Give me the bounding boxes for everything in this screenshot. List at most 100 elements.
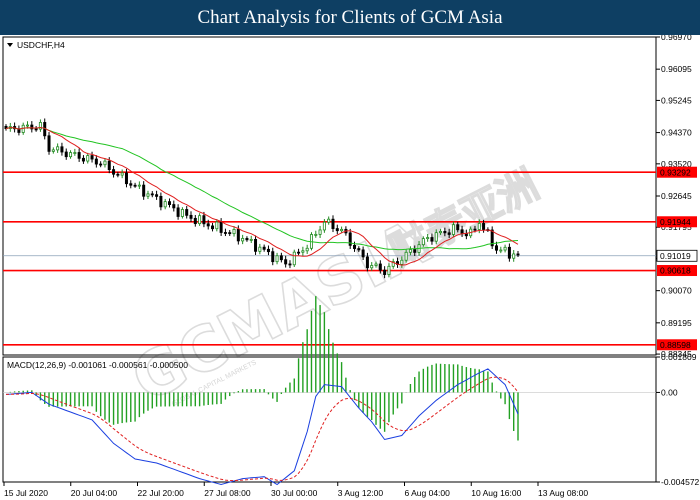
candle-body [357,248,361,251]
candle-body [477,223,481,230]
candle-body [47,135,51,152]
candle-body [327,218,331,223]
candle-body [211,225,215,230]
price-tick-label: 0.90070 [661,286,692,296]
candle-body [142,184,146,197]
price-tick-label: 0.96970 [661,35,692,42]
candle-body [206,223,210,227]
candle-body [215,221,219,230]
candle-body [413,249,417,253]
candle-body [301,250,305,253]
candle-body [288,263,292,266]
candle-body [275,255,279,263]
candle-body [150,193,154,196]
candle-body [107,160,111,171]
candle-body [426,237,430,240]
price-tick-label: 0.92645 [661,191,692,201]
candle-body [383,269,387,275]
candle-body [86,155,90,162]
time-axis: 15 Jul 2020 20 Jul 04:00 22 Jul 20:00 27 Ju… [3,482,588,498]
macd-tick-label: -0.004572 [661,477,700,487]
current-price-tag [656,249,698,262]
candle-body [258,246,262,252]
candle-body [99,163,103,166]
candle-body [262,246,266,250]
time-tick-label: 30 Jul 00:00 [271,488,318,498]
candle-body [322,221,326,231]
candle-body [512,253,516,259]
macd-tick-label: 0.00 [661,387,678,397]
level-tag [657,339,697,351]
candle-body [365,256,369,269]
price-tick-label: 0.89195 [661,318,692,328]
symbol-dropdown-icon[interactable] [7,43,13,47]
candle-body [297,251,301,254]
candle-body [460,229,464,234]
candle-body [81,157,85,162]
macd-line [5,368,519,486]
candle-body [219,221,223,233]
macd-title: MACD(12,26,9) -0.001061 -0.000561 -0.000… [7,360,188,370]
candle-body [361,249,365,258]
candle-body [490,229,494,247]
candle-body [473,228,477,231]
candle-body [137,184,141,187]
candle-body [271,251,275,263]
candle-body [228,232,232,235]
candle-body [404,251,408,261]
candle-body [507,246,511,259]
candle-body [516,253,520,256]
price-tick-label: 0.95245 [661,95,692,105]
candle-body [430,237,434,242]
current-price-label: 0.91019 [660,251,691,261]
macd-series [3,296,656,486]
candle-body [456,224,460,231]
macd-tick-label: 0.001809 [661,352,697,362]
candle-body [340,228,344,232]
candle-body [348,232,352,246]
candle-body [38,122,42,130]
candle-body [94,158,98,165]
candle-body [56,146,60,151]
candle-body [503,246,507,251]
candle-body [353,244,357,249]
candle-body [439,231,443,234]
candle-body [292,251,296,266]
candle-body [374,263,378,266]
candle-body [451,224,455,235]
time-tick-label: 13 Aug 08:00 [538,488,588,498]
candle-body [90,155,94,160]
candle-body [223,232,227,234]
level-tag [657,265,697,277]
candle-body [124,172,128,185]
level-label: 0.91944 [660,217,691,227]
price-tick-label: 0.96095 [661,64,692,74]
time-tick-label: 22 Jul 20:00 [138,488,185,498]
candle-body [494,245,498,251]
candle-body [370,265,374,269]
candle-body [279,255,283,261]
candle-body [180,209,184,217]
level-tag [657,216,697,228]
level-tag [657,166,697,178]
candle-body [60,146,64,153]
candle-body [202,215,206,225]
candle-body [69,152,73,158]
time-tick-label: 27 Jul 08:00 [204,488,251,498]
candle-body [305,247,309,252]
candle-body [26,124,30,127]
price-tick-label: 0.94370 [661,128,692,138]
candle-body [198,215,202,225]
candle-body [155,194,159,197]
price-axis: 0.96970 0.96095 0.95245 0.94370 0.93520 0.926… [656,35,692,359]
candle-body [236,229,240,242]
macd-panel [2,356,657,483]
candle-body [434,232,438,242]
chart-area[interactable]: GCMASIA 财泰亚洲 GLOBAL CAPITAL MARKETS USDC… [0,35,700,500]
candle-body [447,232,451,235]
time-tick-label: 6 Aug 04:00 [405,488,451,498]
ma-fast-line [5,126,519,266]
candle-body [51,149,55,152]
candle-body [266,248,270,253]
candle-body [163,201,167,208]
